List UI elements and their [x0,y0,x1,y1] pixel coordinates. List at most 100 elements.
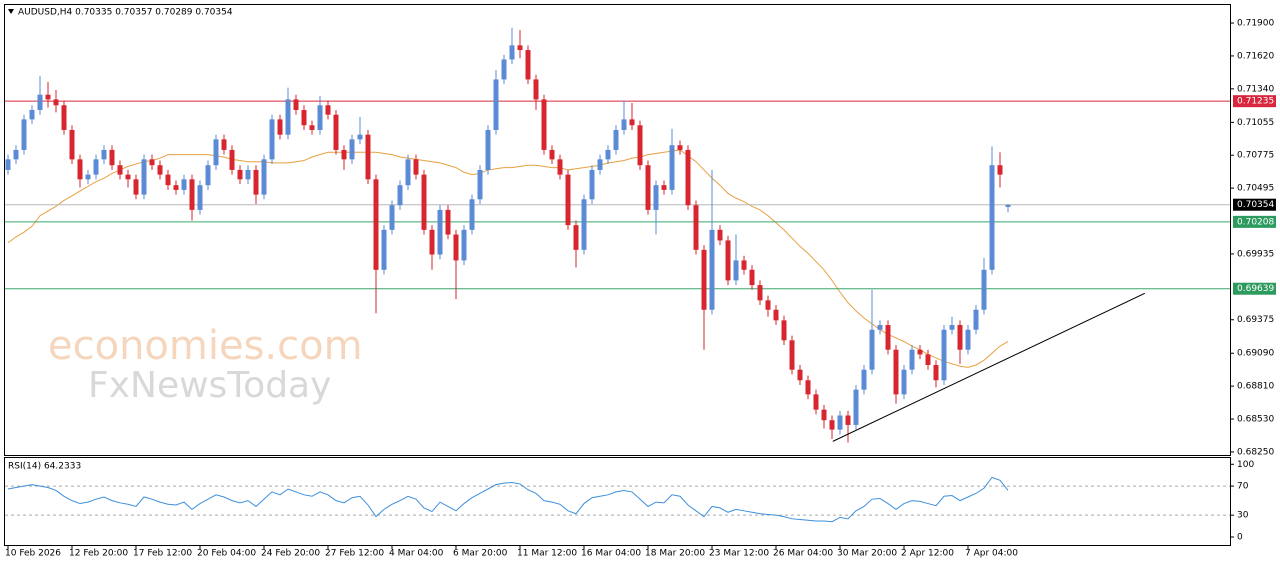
candle-body [85,174,91,180]
y-tick-label: 0.71620 [1237,51,1274,61]
candle-body [333,114,339,150]
candle-body [53,99,59,106]
candle-body [541,99,547,150]
candle-body [893,349,899,395]
candle-body [837,415,843,430]
candle-body [973,309,979,330]
candle-body [757,285,763,301]
candle-body [869,329,875,370]
candle-body [293,99,299,110]
x-tick-label: 4 Mar 04:00 [389,549,444,559]
candle-body [141,159,147,195]
rsi-frame [4,457,1231,546]
level-label: 0.70208 [1237,217,1274,227]
candle-body [461,229,467,261]
candle-body [325,105,331,115]
level-label-bg [1233,95,1276,108]
candle-body [885,325,891,350]
candle-body [317,105,323,130]
candle-body [365,134,371,180]
candle-body [613,129,619,150]
candle-body [917,349,923,355]
candle-body [221,139,227,150]
candle-body [1005,204,1011,207]
rsi-line [7,476,1009,523]
candle-body [413,159,419,175]
candle-body [741,260,747,270]
candle-body [621,119,627,130]
candle-body [821,409,827,421]
candle-body [397,185,403,206]
candle-body [829,420,835,430]
candle-body [749,269,755,286]
candle-body [101,149,107,160]
candle-body [405,159,411,186]
x-tick-label: 16 Mar 04:00 [581,549,641,559]
candle-body [941,329,947,381]
y-tick-label: 0.68530 [1237,415,1274,425]
candle-body [685,149,691,206]
candle-body [381,229,387,270]
candle-body [701,249,707,310]
candle-body [37,94,43,110]
candle-body [861,369,867,390]
candle-body [13,149,19,160]
candle-body [573,225,579,250]
x-tick-label: 11 Mar 12:00 [517,549,577,559]
candle-body [133,179,139,195]
candle-body [77,159,83,180]
candle-body [21,119,27,150]
y-tick-label: 0.71340 [1237,84,1274,94]
x-tick-label: 17 Feb 12:00 [133,549,192,559]
x-tick-label: 30 Mar 20:00 [837,549,897,559]
y-tick-label: 0.69375 [1237,315,1274,325]
candle-body [309,125,315,130]
candle-body [453,234,459,261]
candle-body [789,340,795,370]
candle-body [301,109,307,126]
trendline [832,292,1146,442]
menu-arrow[interactable] [8,9,14,14]
candle-body [813,394,819,410]
candle-body [349,139,355,160]
x-tick-label: 7 Apr 04:00 [965,549,1018,559]
candle-body [157,165,163,175]
candle-body [693,205,699,250]
candle-body [421,174,427,230]
y-tick-label: 0 [1237,533,1243,543]
candle-body [469,199,475,230]
candle-body [485,129,491,170]
candle-body [605,149,611,160]
candle-body [645,165,651,210]
candle-body [989,165,995,270]
candle-body [429,229,435,255]
candle-body [661,185,667,190]
candle-body [69,129,75,160]
x-tick-label: 2 Apr 12:00 [901,549,954,559]
candle-body [781,320,787,341]
candle-body [533,79,539,100]
candle-body [389,205,395,230]
candle-body [245,169,251,180]
candle-body [229,149,235,170]
candle-body [677,145,683,150]
candle-body [565,174,571,226]
candle-body [733,260,739,281]
chart-title: AUDUSD,H4 0.70335 0.70357 0.70289 0.7035… [18,8,233,18]
candle-body [5,159,11,170]
moving-average [7,149,1009,368]
candle-body [549,149,555,160]
candle-body [957,325,963,350]
watermark: FxNewsToday [88,365,331,406]
candle-body [709,229,715,310]
candle-body [901,369,907,395]
candle-body [437,209,443,255]
candle-body [557,159,563,175]
y-tick-label: 100 [1237,460,1254,470]
candle-body [277,119,283,135]
candle-body [717,229,723,241]
candle-body [477,169,483,200]
candle-body [517,45,523,51]
